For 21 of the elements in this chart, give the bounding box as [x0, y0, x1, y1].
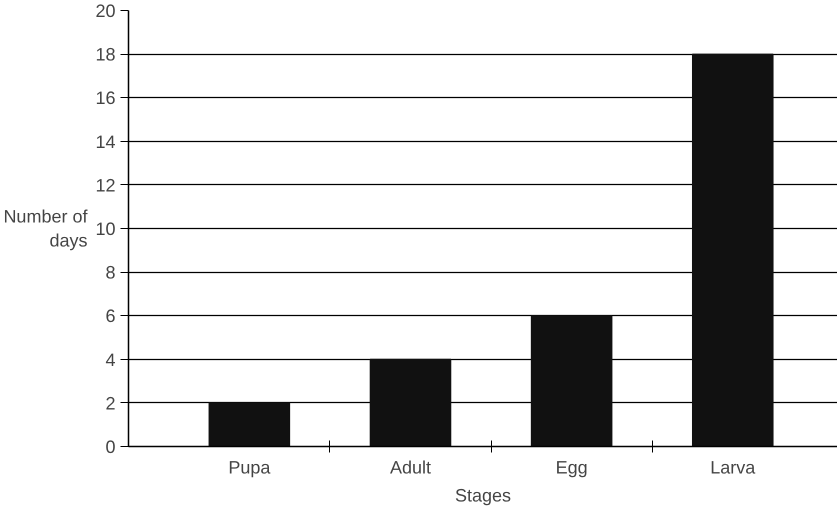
y-tick-label: 0: [105, 437, 116, 457]
x-tick-label: Pupa: [228, 458, 272, 478]
y-tick-label: 18: [95, 44, 116, 65]
y-tick-label: 14: [95, 132, 116, 152]
y-tick-label: 10: [95, 219, 116, 239]
x-tick-label: Adult: [390, 458, 432, 478]
y-axis-title: Number of days: [3, 206, 88, 250]
bar: [370, 358, 452, 446]
y-tick-label: 20: [95, 1, 116, 21]
y-tick-label: 16: [95, 88, 116, 108]
y-tick-label: 4: [105, 350, 116, 370]
x-tick-label: Egg: [556, 458, 588, 478]
x-tick-label: Larva: [710, 458, 756, 478]
y-tick-label: 6: [105, 306, 116, 326]
x-axis-title: Stages: [454, 486, 512, 506]
bar: [530, 315, 612, 446]
bar: [692, 54, 774, 446]
y-tick-label: 8: [105, 262, 116, 283]
y-tick-label: 2: [105, 393, 116, 414]
bar: [208, 402, 290, 446]
y-tick-label: 12: [95, 175, 116, 196]
